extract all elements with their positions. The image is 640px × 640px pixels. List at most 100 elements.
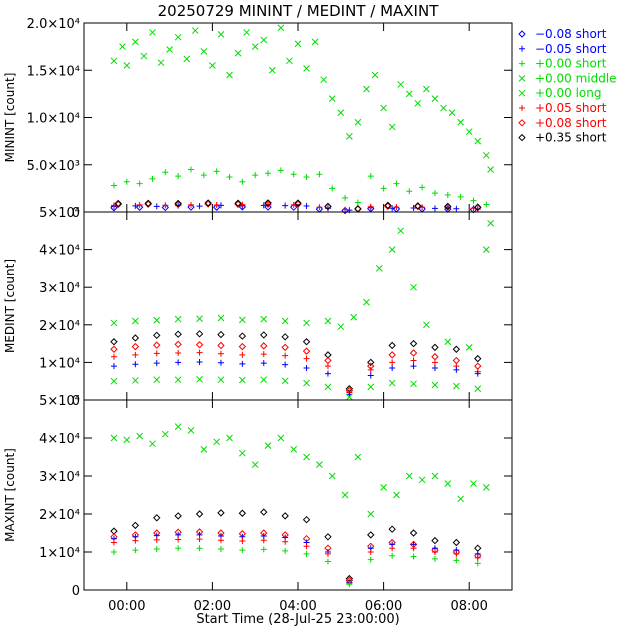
data-point [487,219,494,227]
data-point [191,27,199,34]
y-tick-label: 1.5×10⁴ [27,64,80,79]
data-point [410,357,417,364]
data-point [260,376,268,384]
data-point [405,90,413,98]
data-point [410,205,417,212]
legend-marker [519,60,525,67]
data-point [457,495,464,503]
data-point [153,514,161,522]
data-point [187,427,195,434]
series-1 [110,531,481,586]
data-point [226,434,233,442]
data-point [409,339,418,348]
data-point [110,338,118,346]
series-2 [110,166,490,208]
data-point [409,529,418,537]
data-point [157,59,165,67]
data-point [136,432,143,440]
data-point [161,430,169,438]
data-point [217,30,225,38]
data-point [482,151,490,159]
data-point [367,383,375,391]
data-point [239,449,246,457]
data-point [482,246,490,253]
data-point [474,354,482,363]
data-point [162,202,169,209]
legend-label: +0.00 middle [535,71,617,85]
data-point [132,351,139,358]
y-tick-label: 2.0×10⁴ [27,17,80,32]
data-point [226,71,233,79]
data-point [367,510,375,518]
data-point [196,315,203,323]
data-point [320,76,328,84]
data-point [367,531,375,539]
data-point [204,199,212,207]
data-point [238,509,247,517]
data-point [431,365,438,372]
data-point [282,202,289,209]
series-6 [110,528,482,585]
y-tick-label: 3×10⁴ [39,281,80,296]
data-point [174,423,182,430]
data-point [423,321,430,329]
data-point [282,538,289,545]
data-point [153,360,160,367]
data-point [290,171,297,178]
data-point [238,332,247,340]
data-point [239,376,246,384]
data-point [132,537,139,544]
data-point [204,200,212,208]
data-point [196,359,203,366]
data-point [474,203,482,211]
data-point [448,109,456,117]
data-point [187,203,195,211]
data-point [234,200,242,208]
chart-title: 20250729 MININT / MEDINT / MAXINT [157,2,439,20]
legend-label: +0.05 short [535,101,607,115]
y-axis-label: MAXINT [count] [3,448,17,542]
data-point [388,341,396,350]
data-point [132,547,139,554]
series-3 [110,219,494,351]
data-point [260,351,267,358]
data-point [367,549,374,555]
data-point [238,342,247,351]
data-point [132,377,139,384]
data-point [213,202,220,209]
data-point [393,204,400,211]
legend-marker [519,45,525,52]
data-point [470,480,477,487]
data-point [123,436,131,444]
data-point [153,316,161,324]
data-point [410,545,417,552]
data-point [149,440,156,448]
data-point [303,319,310,327]
data-point [264,199,272,207]
data-point [213,438,221,446]
series-5 [110,536,481,587]
data-point [384,201,392,210]
data-point [388,525,396,533]
data-point [149,29,156,36]
data-point [195,510,204,518]
data-point [196,545,203,552]
data-point [440,104,447,112]
data-point [324,558,331,565]
series-1 [110,359,481,398]
data-point [384,202,392,211]
data-point [483,201,490,208]
data-point [389,365,396,372]
y-tick-label: 1×10⁴ [39,546,80,561]
data-point [316,171,323,178]
data-point [265,170,272,177]
data-point [195,330,204,338]
data-point [302,347,311,355]
data-point [110,345,118,353]
data-point [431,190,438,197]
panel-frame [83,399,513,591]
data-point [162,169,169,176]
series-4 [110,375,482,401]
data-point [136,180,143,187]
data-point [350,313,357,321]
